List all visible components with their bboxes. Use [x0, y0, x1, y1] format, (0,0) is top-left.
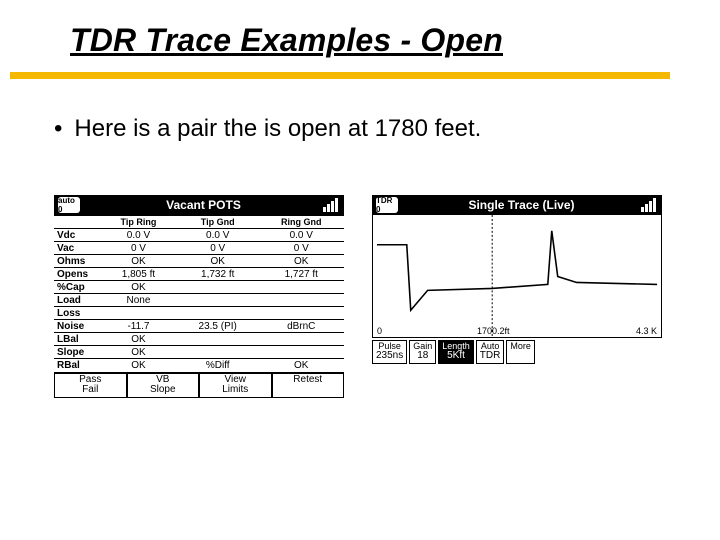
title-underline [10, 72, 670, 79]
tdr-title: Single Trace (Live) [402, 198, 641, 212]
cell [177, 307, 259, 320]
cell: %Diff [177, 359, 259, 372]
axis-cursor: 1700.2ft [477, 326, 510, 336]
pots-screenshot: auto 0 Vacant POTS Tip Ring Tip Gnd Ring… [54, 195, 344, 398]
cell: OK [259, 359, 345, 372]
axis-origin: 0 [377, 326, 382, 336]
tdr-softkey-more[interactable]: More [506, 340, 535, 364]
cell [100, 307, 177, 320]
axis-end: 4.3 K [636, 326, 657, 336]
row-label: Opens [54, 268, 100, 281]
cell [177, 346, 259, 359]
cell: 23.5 (PI) [177, 320, 259, 333]
tdr-softkey-pulse[interactable]: Pulse235ns [372, 340, 407, 364]
tdr-screenshot: TDR 0 Single Trace (Live) 0 1700.2ft 4.3… [372, 195, 662, 398]
tdr-softkey-auto[interactable]: AutoTDR [476, 340, 505, 364]
cell: OK [100, 346, 177, 359]
cell [259, 333, 345, 346]
signal-icon [323, 198, 341, 212]
table-row: Noise-11.723.5 (PI)dBrnC [54, 320, 344, 333]
col-blank [54, 216, 100, 229]
tdr-softkey-length[interactable]: Length5Kft [438, 340, 474, 364]
table-row: Opens1,805 ft1,732 ft1,727 ft [54, 268, 344, 281]
row-label: Noise [54, 320, 100, 333]
cell: 1,805 ft [100, 268, 177, 281]
cell: 0 V [100, 242, 177, 255]
page-title: TDR Trace Examples - Open [70, 22, 720, 59]
cell [177, 281, 259, 294]
table-row: %CapOK [54, 281, 344, 294]
tdr-waveform [377, 231, 657, 310]
row-label: Vdc [54, 229, 100, 242]
bullet-text: Here is a pair the is open at 1780 feet. [54, 115, 481, 143]
cell [259, 346, 345, 359]
col-ring-gnd: Ring Gnd [259, 216, 345, 229]
tdr-trace-svg [373, 215, 661, 337]
softkey-pass-fail[interactable]: Pass Fail [54, 373, 127, 398]
row-label: Loss [54, 307, 100, 320]
softkey-vb-slope[interactable]: VB Slope [127, 373, 200, 398]
table-row: OhmsOKOKOK [54, 255, 344, 268]
mode-icon: TDR 0 [376, 197, 398, 213]
pots-table: Tip Ring Tip Gnd Ring Gnd Vdc0.0 V0.0 V0… [54, 215, 344, 372]
cell: OK [100, 281, 177, 294]
tdr-trace-area: 0 1700.2ft 4.3 K [372, 215, 662, 338]
cell: -11.7 [100, 320, 177, 333]
row-label: RBal [54, 359, 100, 372]
cell [259, 307, 345, 320]
tdr-softkey-gain[interactable]: Gain18 [409, 340, 436, 364]
cell [259, 281, 345, 294]
col-tip-ring: Tip Ring [100, 216, 177, 229]
table-row: Vac0 V0 V0 V [54, 242, 344, 255]
table-row: Loss [54, 307, 344, 320]
cell: None [100, 294, 177, 307]
cell [259, 294, 345, 307]
cell: 0 V [177, 242, 259, 255]
row-label: Ohms [54, 255, 100, 268]
cell: 0.0 V [259, 229, 345, 242]
softkey-view-limits[interactable]: View Limits [199, 373, 272, 398]
cell [177, 333, 259, 346]
cell: OK [259, 255, 345, 268]
tdr-softkeys: Pulse235nsGain18Length5KftAutoTDRMore [372, 340, 662, 364]
row-label: Load [54, 294, 100, 307]
cell: OK [177, 255, 259, 268]
table-row: LBalOK [54, 333, 344, 346]
pots-softkeys: Pass Fail VB Slope View Limits Retest [54, 372, 344, 398]
cell: 0.0 V [177, 229, 259, 242]
table-row: RBalOK%DiffOK [54, 359, 344, 372]
table-row: LoadNone [54, 294, 344, 307]
table-row: SlopeOK [54, 346, 344, 359]
cell: 0.0 V [100, 229, 177, 242]
pots-title: Vacant POTS [84, 198, 323, 212]
cell: OK [100, 255, 177, 268]
cell: 1,727 ft [259, 268, 345, 281]
softkey-retest[interactable]: Retest [272, 373, 345, 398]
cell: 1,732 ft [177, 268, 259, 281]
row-label: LBal [54, 333, 100, 346]
row-label: %Cap [54, 281, 100, 294]
row-label: Vac [54, 242, 100, 255]
col-tip-gnd: Tip Gnd [177, 216, 259, 229]
row-label: Slope [54, 346, 100, 359]
signal-icon [641, 198, 659, 212]
mode-icon: auto 0 [58, 197, 80, 213]
table-row: Vdc0.0 V0.0 V0.0 V [54, 229, 344, 242]
cell: OK [100, 359, 177, 372]
cell: OK [100, 333, 177, 346]
cell [177, 294, 259, 307]
cell: dBrnC [259, 320, 345, 333]
cell: 0 V [259, 242, 345, 255]
